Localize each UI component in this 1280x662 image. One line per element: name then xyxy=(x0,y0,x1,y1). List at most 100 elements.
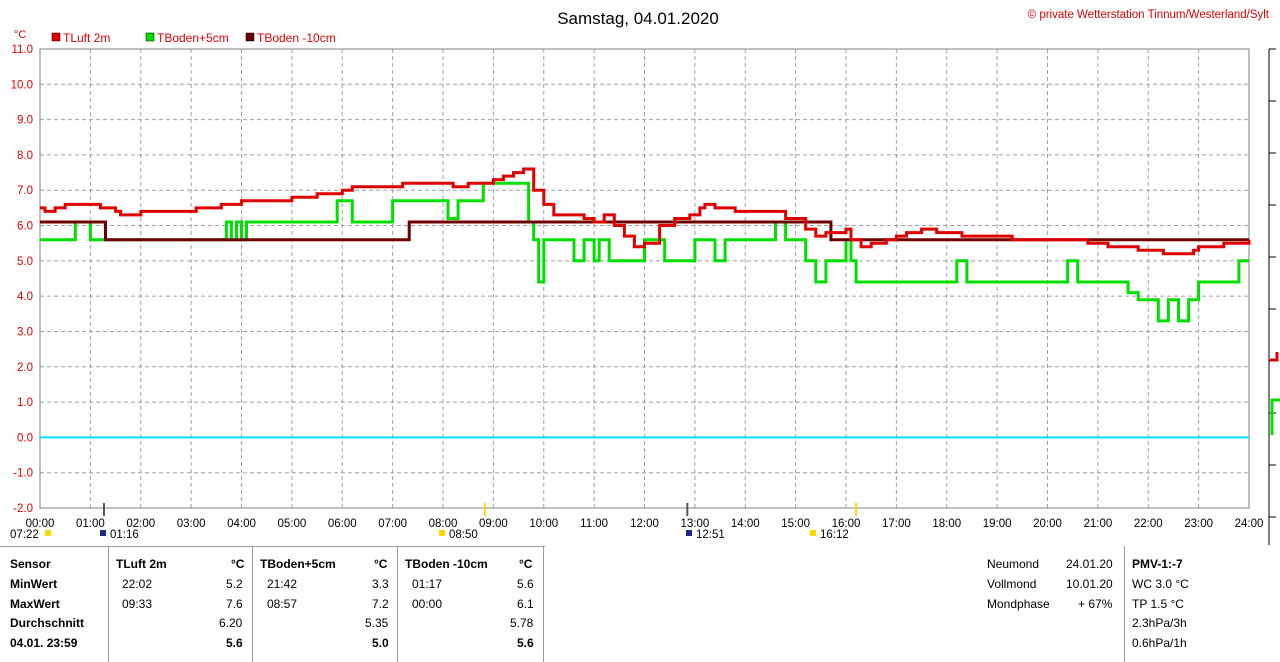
x-tick-label: 22:00 xyxy=(1134,518,1163,530)
y-tick-label: 3.0 xyxy=(17,326,33,338)
x-tick-label: 02:00 xyxy=(126,518,155,530)
table-top-border xyxy=(0,546,545,547)
header-unit: °C xyxy=(231,557,245,571)
legend-swatch xyxy=(245,32,255,42)
neumond-label: Neumond xyxy=(987,557,1040,571)
time-marker-label: 12:51 xyxy=(696,529,725,541)
x-tick-label: 07:00 xyxy=(378,518,407,530)
y-tick-label: 8.0 xyxy=(17,150,33,162)
pmv-wc: WC 3.0 °C xyxy=(1132,577,1189,591)
x-tick-label: 06:00 xyxy=(328,518,357,530)
legend-label: TBoden+5cm xyxy=(157,31,229,45)
x-tick-label: 16:00 xyxy=(832,518,861,530)
y-tick-label: 2.0 xyxy=(17,362,33,374)
y-tick-label: 0.0 xyxy=(17,432,33,444)
header-sensor: Sensor xyxy=(10,557,51,571)
cell-value: 5.78 xyxy=(510,616,534,630)
mondphase-value: + 67% xyxy=(1078,597,1113,611)
x-tick-label: 05:00 xyxy=(277,518,306,530)
y-unit-label: °C xyxy=(14,29,26,41)
y-tick-label: 9.0 xyxy=(17,115,33,127)
legend-swatch xyxy=(51,32,61,42)
time-marker-icon xyxy=(100,530,106,536)
cell-value: 3.3 xyxy=(372,577,389,591)
header-tluft: TLuft 2m xyxy=(116,557,167,571)
time-marker-icon xyxy=(439,530,445,536)
table-divider xyxy=(543,546,544,662)
x-tick-label: 24:00 xyxy=(1235,518,1264,530)
cell-value: 5.2 xyxy=(226,577,243,591)
chart-series xyxy=(40,167,1251,439)
time-marker-label: 01:16 xyxy=(110,529,139,541)
x-tick-label: 18:00 xyxy=(932,518,961,530)
legend-label: TBoden -10cm xyxy=(257,31,336,45)
cell-value: 7.2 xyxy=(372,597,389,611)
cell-value: 5.6 xyxy=(517,577,534,591)
y-tick-label: 1.0 xyxy=(17,397,33,409)
series-line-2 xyxy=(40,220,1249,242)
pmv-tp: TP 1.5 °C xyxy=(1132,597,1184,611)
chart-legend: TLuft 2m TBoden+5cm TBoden -10cm xyxy=(51,31,336,45)
moon-divider xyxy=(1124,546,1125,662)
series-line-1 xyxy=(40,181,1249,323)
pmv-info: PMV-1:-7 WC 3.0 °C TP 1.5 °C 2.3hPa/3h 0… xyxy=(1130,546,1250,662)
header-unit: °C xyxy=(519,557,533,571)
pmv-title: PMV-1:-7 xyxy=(1132,557,1183,571)
x-tick-label: 03:00 xyxy=(177,518,206,530)
cell-value: 6.1 xyxy=(517,597,534,611)
copyright-text: © private Wetterstation Tinnum/Westerlan… xyxy=(1028,9,1270,21)
x-tick-label: 01:00 xyxy=(76,518,105,530)
time-marker-icon xyxy=(686,530,692,536)
cell-value: 6.20 xyxy=(219,616,243,630)
x-tick-label: 12:00 xyxy=(630,518,659,530)
x-tick-label: 13:00 xyxy=(680,518,709,530)
mondphase-label: Mondphase xyxy=(987,597,1050,611)
cell-time: 08:57 xyxy=(267,597,298,611)
x-tick-label: 21:00 xyxy=(1083,518,1112,530)
row-label: MinWert xyxy=(10,577,58,591)
chart-axes: 11.0 10.0 9.0 8.0 7.0 6.0 5.0 4.0 3.0 2.0 1.0 0.0 -1… xyxy=(11,44,1264,530)
header-tboden5: TBoden+5cm xyxy=(260,557,336,571)
y-tick-label: 11.0 xyxy=(11,44,33,56)
x-tick-label: 14:00 xyxy=(731,518,760,530)
x-tick-label: 20:00 xyxy=(1033,518,1062,530)
chart-title: Samstag, 04.01.2020 xyxy=(557,9,719,28)
header-tboden10: TBoden -10cm xyxy=(405,557,488,571)
moon-info: Neumond 24.01.20 Vollmond 10.01.20 Mondp… xyxy=(980,546,1130,662)
y-tick-label: 4.0 xyxy=(17,291,33,303)
time-marker-icon xyxy=(810,530,816,536)
cell-value: 5.6 xyxy=(226,636,243,650)
plot-frame xyxy=(39,48,1250,509)
temperature-chart: 11.0 10.0 9.0 8.0 7.0 6.0 5.0 4.0 3.0 2.0 1.0 0.0 -1… xyxy=(10,9,1280,545)
neumond-date: 24.01.20 xyxy=(1066,557,1113,571)
time-marker-label: 07:22 xyxy=(10,529,39,541)
y-tick-label: -2.0 xyxy=(13,503,33,515)
x-tick-label: 04:00 xyxy=(227,518,256,530)
cell-time: 01:17 xyxy=(412,577,443,591)
cell-value: 7.6 xyxy=(226,597,243,611)
time-marker-label: 16:12 xyxy=(820,529,849,541)
right-mini-green xyxy=(1270,398,1280,435)
cell-time: 22:02 xyxy=(122,577,153,591)
time-marker-label: 08:50 xyxy=(449,529,478,541)
sun-moon-markers: 07:22 01:16 08:50 12:51 16:12 xyxy=(10,503,858,541)
cell-time: 09:33 xyxy=(122,597,153,611)
y-tick-label: -1.0 xyxy=(13,468,33,480)
legend-label: TLuft 2m xyxy=(63,31,110,45)
x-tick-label: 08:00 xyxy=(429,518,458,530)
pmv-p3h: 2.3hPa/3h xyxy=(1132,616,1187,630)
x-tick-label: 11:00 xyxy=(580,518,608,530)
row-label: 04.01. 23:59 xyxy=(10,636,78,650)
x-tick-label: 23:00 xyxy=(1184,518,1213,530)
time-marker-icon xyxy=(45,530,51,536)
table-divider xyxy=(108,546,109,662)
x-tick-label: 09:00 xyxy=(479,518,508,530)
row-label: MaxWert xyxy=(10,597,60,611)
x-tick-label: 15:00 xyxy=(781,518,810,530)
y-tick-label: 10.0 xyxy=(11,79,33,91)
legend-swatch xyxy=(145,32,155,42)
header-unit: °C xyxy=(374,557,388,571)
pmv-p1h: 0.6hPa/1h xyxy=(1132,636,1187,650)
cell-value: 5.35 xyxy=(365,616,389,630)
series-line-0 xyxy=(40,167,1251,256)
